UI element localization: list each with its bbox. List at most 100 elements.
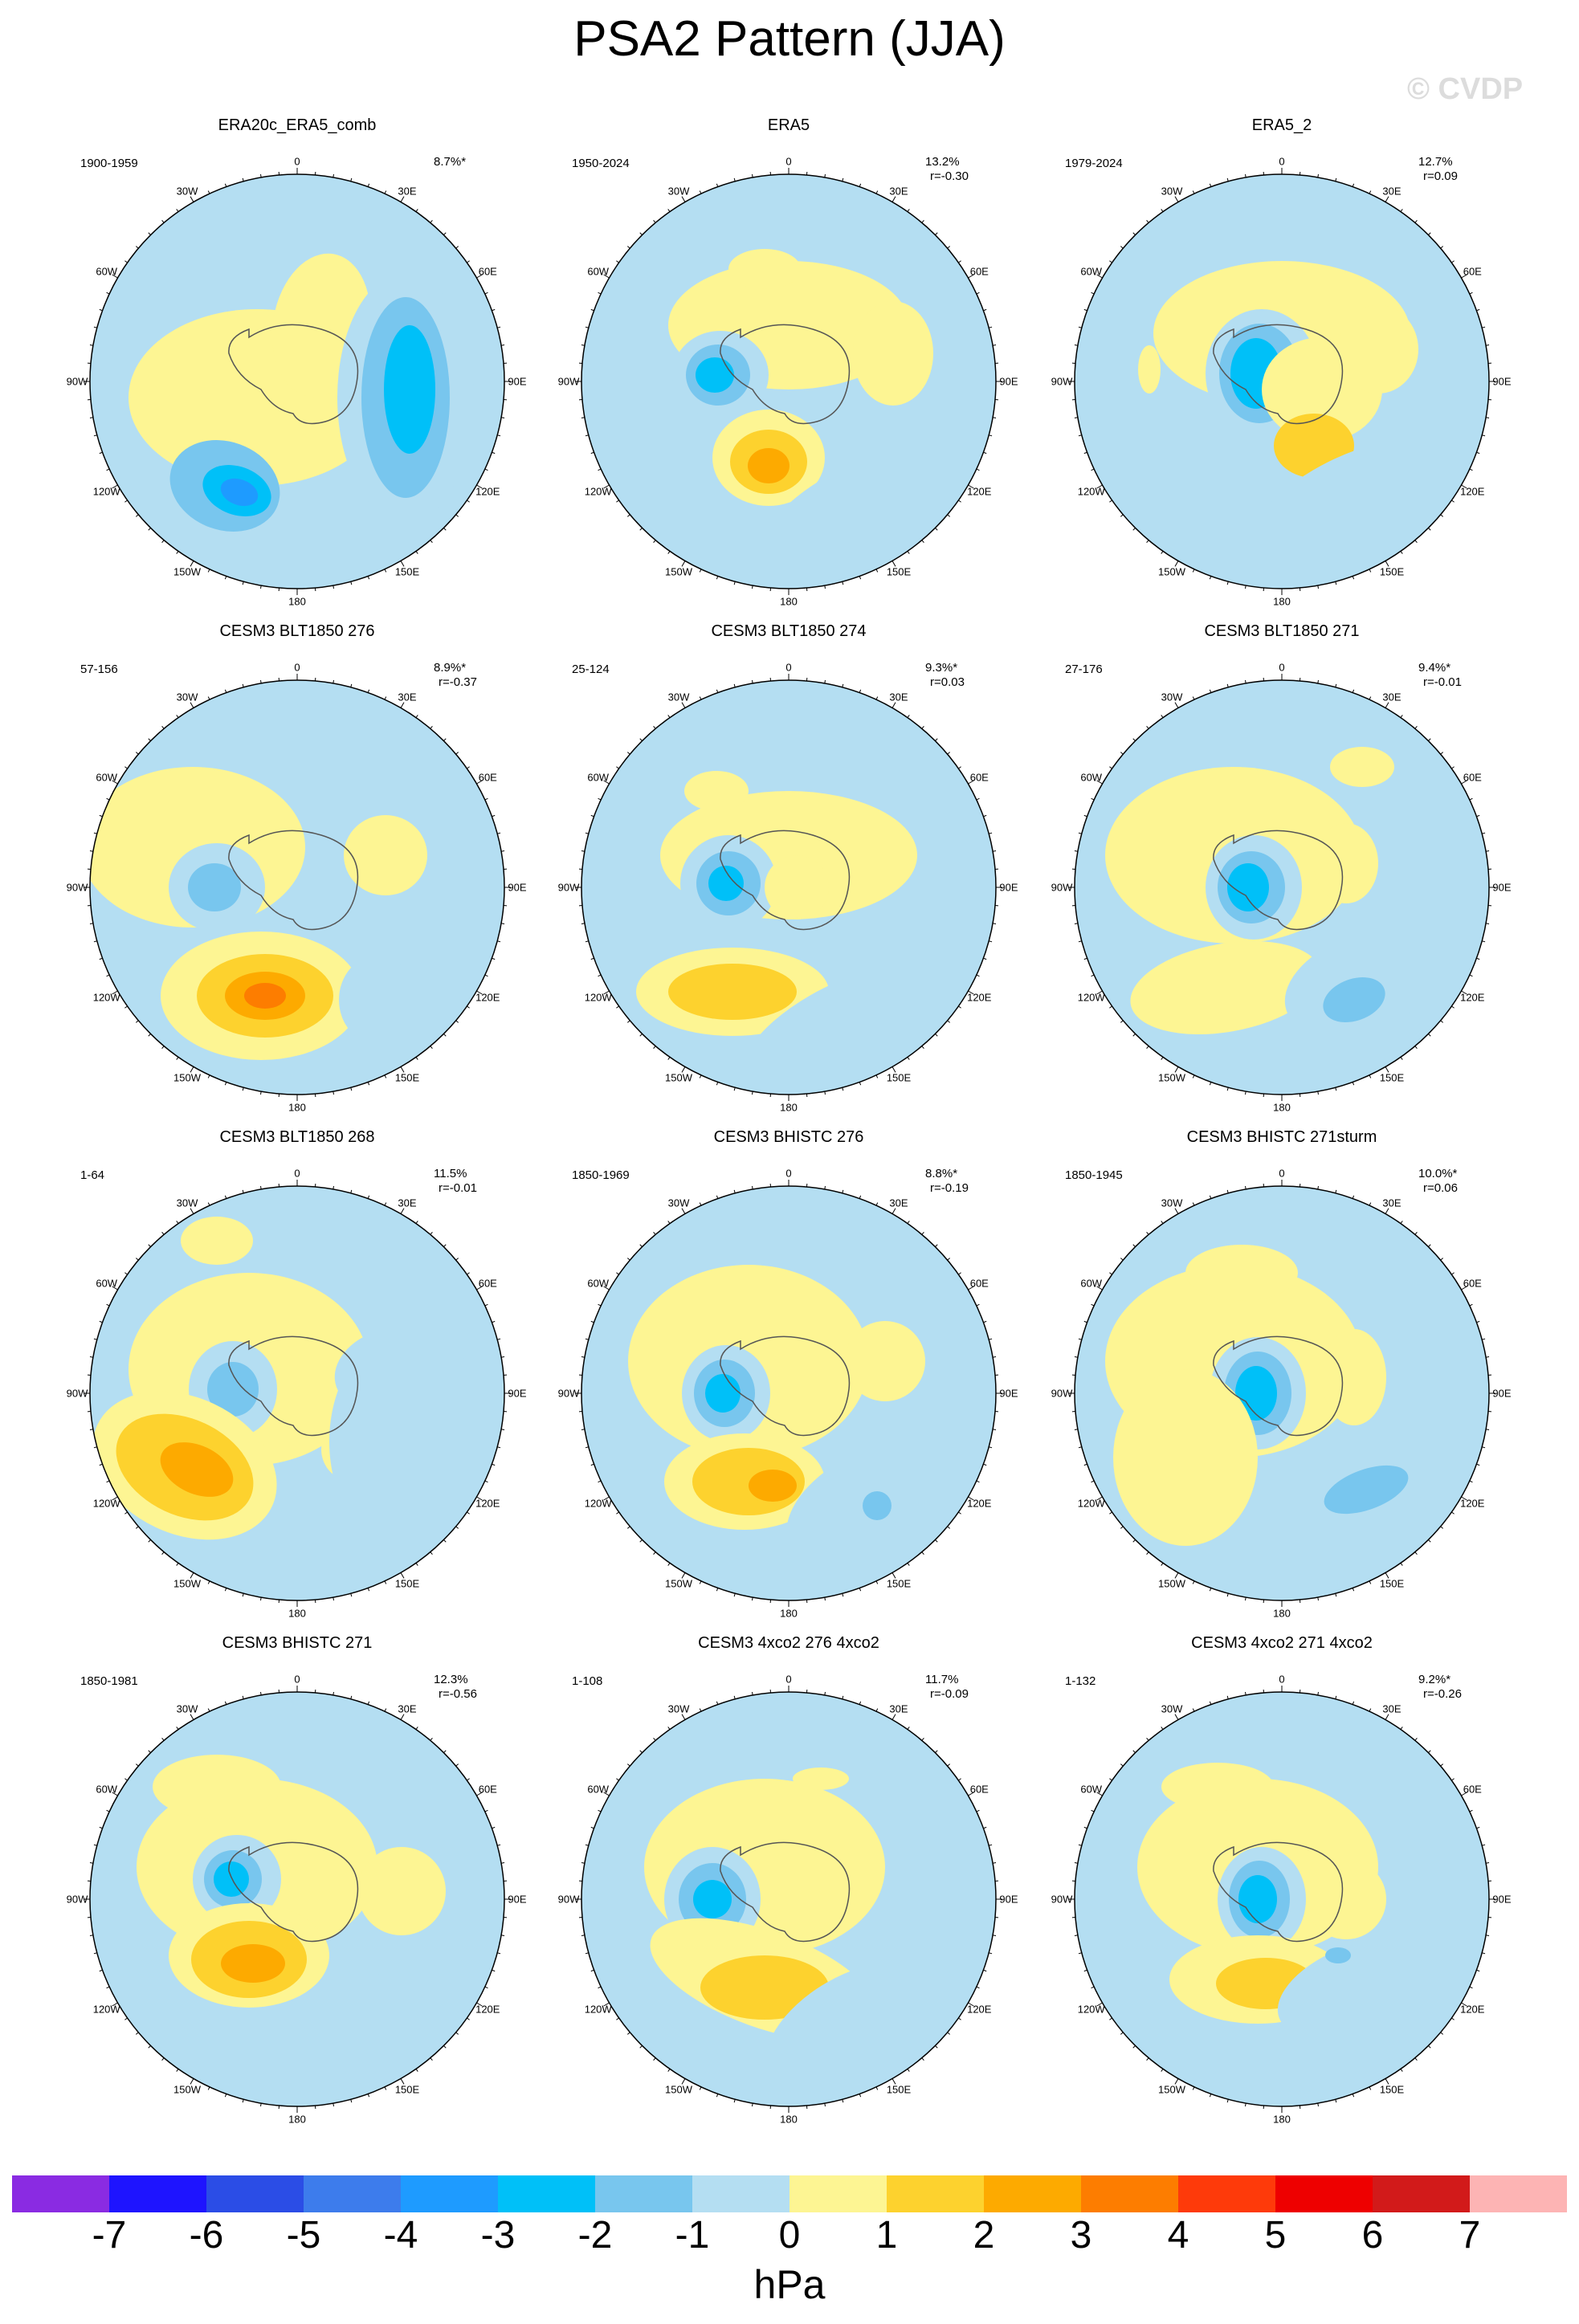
colorbar-swatch [790, 2175, 887, 2212]
longitude-tick [1469, 974, 1473, 977]
longitude-tick [716, 2094, 719, 2098]
longitude-tick [1161, 209, 1164, 212]
longitude-label: 90W [1051, 881, 1073, 894]
longitude-tick [106, 292, 110, 295]
anomaly-contour [1323, 976, 1385, 1023]
polar-map [84, 168, 511, 595]
longitude-tick [921, 219, 924, 223]
longitude-tick [1428, 1034, 1431, 1037]
longitude-tick [467, 2017, 470, 2020]
longitude-tick [590, 1969, 594, 1972]
panel-percent-variance: 12.7% [1418, 155, 1453, 169]
longitude-tick [367, 689, 370, 693]
longitude-tick [1192, 1202, 1195, 1206]
longitude-tick [1485, 1429, 1490, 1430]
longitude-tick [1146, 1737, 1149, 1741]
longitude-tick [148, 1750, 151, 1753]
longitude-label: 60W [587, 1277, 610, 1290]
longitude-tick [1226, 581, 1229, 585]
longitude-tick [598, 797, 602, 801]
longitude-tick [476, 484, 483, 489]
longitude-tick [484, 1809, 488, 1812]
longitude-tick [1083, 1320, 1087, 1323]
longitude-tick [1469, 797, 1473, 801]
map-panel: CESM3 4xco2 271 4xco2 1-132 9.2%* r=-0.26 0 3… [1033, 1634, 1531, 2132]
longitude-tick [1074, 1862, 1079, 1864]
panel-percent-variance: 11.7% [925, 1673, 959, 1686]
longitude-tick [626, 1763, 630, 1767]
longitude-label: 150W [665, 565, 692, 578]
longitude-label: 60E [478, 265, 497, 278]
longitude-tick [859, 689, 862, 693]
panel-correlation: r=-0.30 [930, 169, 969, 183]
longitude-label: 30E [889, 1702, 908, 1715]
anomaly-contour [696, 357, 734, 393]
colorbar-level-label: 3 [1070, 2214, 1092, 2257]
longitude-tick [455, 246, 459, 249]
longitude-tick [616, 1005, 619, 1009]
longitude-label: 180 [780, 1607, 798, 1620]
longitude-tick [1132, 1539, 1136, 1543]
panel-period: 27-176 [1065, 663, 1103, 676]
longitude-tick [415, 715, 418, 718]
colorbar-swatch [498, 2175, 595, 2212]
longitude-tick [1161, 1563, 1164, 1566]
longitude-label: 60E [1463, 1783, 1482, 1796]
longitude-tick [892, 1572, 896, 1579]
longitude-tick [106, 1480, 110, 1483]
longitude-tick [1451, 499, 1455, 503]
longitude-tick [455, 752, 459, 755]
longitude-tick [112, 1286, 118, 1290]
longitude-tick [1440, 752, 1444, 755]
longitude-label: 120E [967, 485, 992, 498]
longitude-tick [907, 2069, 910, 2072]
longitude-tick [497, 940, 501, 943]
longitude-tick [1485, 1862, 1490, 1864]
longitude-tick [1132, 1244, 1136, 1247]
longitude-tick [983, 957, 987, 960]
longitude-tick [1317, 1691, 1319, 1696]
longitude-tick [148, 738, 151, 741]
longitude-label: 150W [1158, 1071, 1185, 1084]
longitude-tick [585, 832, 589, 834]
longitude-label: 0 [785, 661, 792, 674]
longitude-tick [1469, 1480, 1473, 1483]
colorbar-level-label: -3 [480, 2214, 516, 2257]
longitude-tick [350, 1695, 353, 1699]
panel-title: ERA20c_ERA5_comb [218, 116, 377, 134]
longitude-tick [1192, 569, 1195, 573]
longitude-tick [598, 1480, 602, 1483]
polar-map [575, 1180, 1002, 1607]
anomaly-contour [244, 983, 286, 1009]
longitude-tick [455, 1763, 459, 1767]
longitude-label: 150E [394, 1577, 420, 1590]
panel-percent-variance: 12.3% [434, 1673, 468, 1686]
longitude-tick [333, 173, 334, 178]
longitude-label: 30W [176, 1197, 198, 1209]
longitude-tick [112, 274, 118, 279]
longitude-tick [968, 274, 974, 279]
longitude-label: 150W [1158, 2083, 1185, 2096]
longitude-tick [1078, 1446, 1082, 1449]
longitude-tick [989, 1952, 993, 1955]
longitude-tick [1174, 196, 1179, 202]
polar-map [575, 1686, 1002, 2113]
longitude-label: 150E [1379, 1577, 1405, 1590]
longitude-label: 150E [1379, 1071, 1405, 1084]
longitude-tick [875, 1202, 879, 1206]
panel-percent-variance: 10.0%* [1418, 1167, 1458, 1180]
longitude-label: 60E [1463, 1277, 1482, 1290]
panel-correlation: r=-0.37 [439, 675, 477, 689]
longitude-label: 60E [969, 1277, 989, 1290]
longitude-tick [1400, 551, 1403, 554]
longitude-tick [976, 974, 980, 977]
longitude-tick [384, 190, 387, 194]
longitude-label: 60W [587, 265, 610, 278]
longitude-tick [106, 468, 110, 471]
longitude-label: 30W [667, 1197, 690, 1209]
longitude-tick [859, 576, 862, 580]
longitude-tick [1461, 1792, 1467, 1796]
longitude-tick [161, 219, 165, 223]
panel-correlation: r=-0.01 [1423, 675, 1462, 689]
longitude-tick [653, 1231, 656, 1235]
